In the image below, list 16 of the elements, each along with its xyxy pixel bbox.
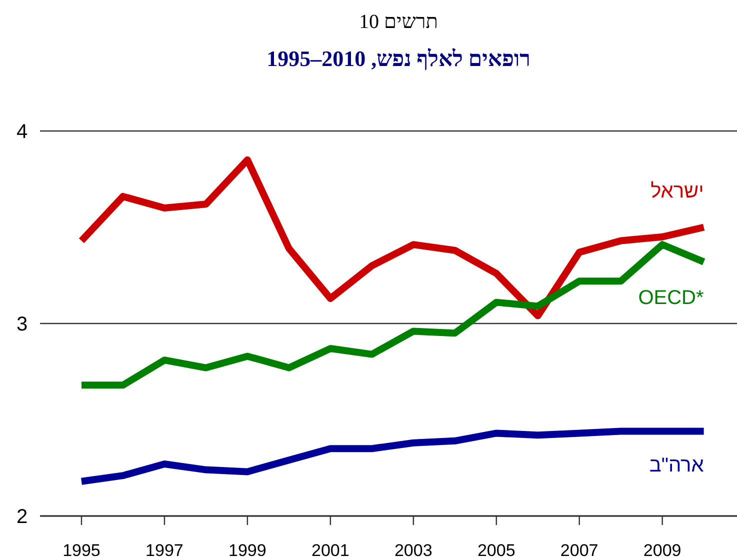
chart-subtitle: רופאים לאלף נפש, 2010–1995: [266, 46, 530, 71]
x-tick-label: 2009: [643, 541, 682, 558]
x-tick-label: 2005: [477, 541, 516, 558]
chart-title: תרשים 10: [359, 11, 438, 33]
x-tick-label: 2003: [394, 541, 432, 558]
x-tick-label: 2007: [560, 541, 598, 558]
x-tick-label: 1999: [228, 541, 266, 558]
series-label: ארה"ב: [649, 454, 704, 476]
x-tick-label: 1995: [62, 541, 100, 558]
x-tick-label: 2001: [312, 541, 350, 558]
series-label: OECD*: [638, 286, 704, 309]
x-tick-label: 1997: [146, 541, 184, 558]
y-tick-label: 4: [16, 121, 28, 143]
y-tick-label: 2: [16, 506, 28, 528]
series-label: ישראל: [650, 180, 704, 202]
y-tick-label: 3: [16, 314, 28, 336]
